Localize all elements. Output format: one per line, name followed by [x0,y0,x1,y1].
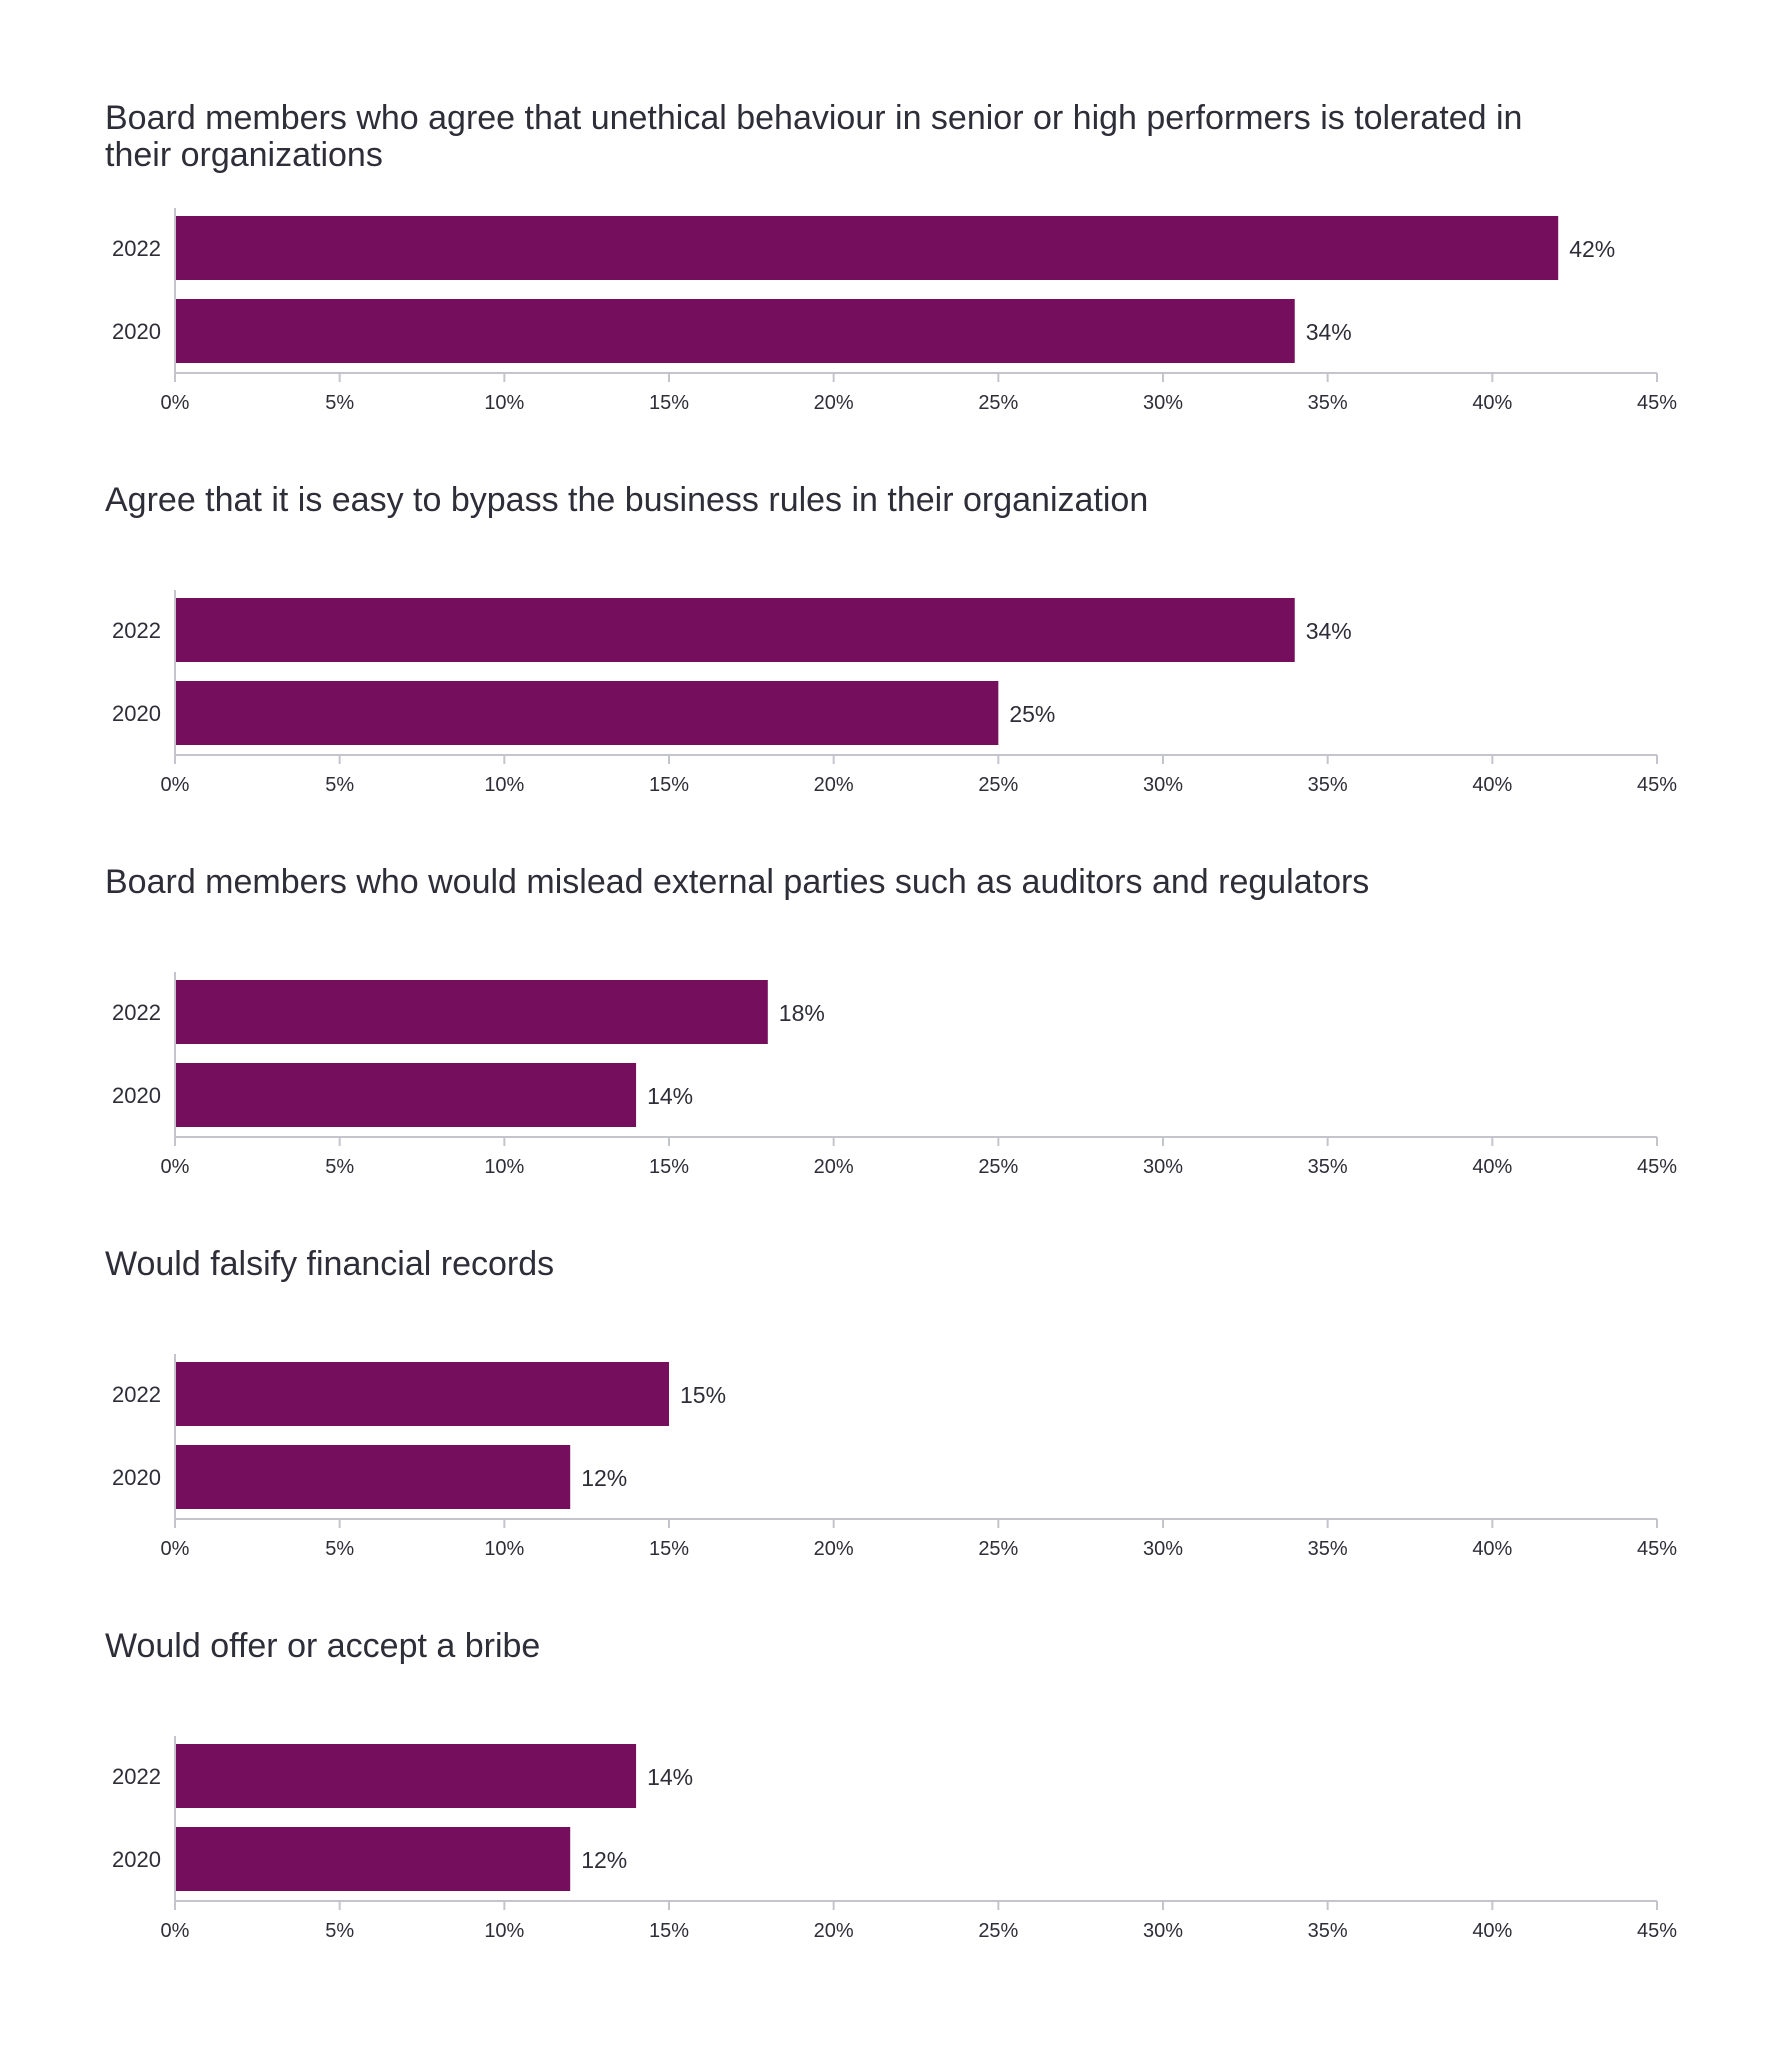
x-tick-label: 10% [484,1538,524,1560]
x-tick-label: 45% [1637,392,1677,414]
x-tick-label: 10% [484,774,524,796]
x-tick-label: 45% [1637,1920,1677,1942]
bar-2022 [176,1362,669,1426]
x-tick-label: 5% [325,1538,354,1560]
x-tick-label: 30% [1143,1920,1183,1942]
chart-title: Would falsify financial records [105,1245,555,1283]
category-label: 2022 [112,1382,161,1407]
bar-chart-4: 0% 5% 10% 15% 20% 25% 30% 35% 40% 45% 2022 15% 2020 1… [112,1354,1677,1560]
data-label: 12% [581,1465,627,1491]
data-label: 18% [779,1000,825,1026]
x-tick-label: 35% [1308,1538,1348,1560]
category-label: 2022 [112,236,161,261]
x-tick-label: 15% [649,774,689,796]
bar-chart-1: 0% 5% 10% 15% 20% 25% 30% 35% 40% 45% 2022 42% 2020 3… [112,208,1677,414]
chart-title: Agree that it is easy to bypass the busi… [105,481,1149,519]
x-tick-label: 35% [1308,392,1348,414]
x-tick-label: 40% [1472,392,1512,414]
bar-2020 [176,1827,571,1891]
chart-panel-5: Would offer or accept a bribe 0% 5% 10% 15%… [0,1628,1787,1968]
x-tick-label: 25% [978,1538,1018,1560]
bar-2022 [176,216,1559,280]
bar-2020 [176,1445,571,1509]
bar-2022 [176,1744,637,1808]
x-tick-label: 45% [1637,1538,1677,1560]
x-tick-label: 0% [161,1920,190,1942]
x-tick-label: 15% [649,392,689,414]
x-tick-label: 30% [1143,1156,1183,1178]
x-tick-label: 40% [1472,1920,1512,1942]
bar-2020 [176,681,999,745]
chart-panel-4: Would falsify financial records 0% 5% 10% 1… [0,1246,1787,1586]
x-tick-label: 35% [1308,1920,1348,1942]
x-tick-label: 25% [978,774,1018,796]
bar-2020 [176,299,1295,363]
category-label: 2020 [112,701,161,726]
chart-panel-2: Agree that it is easy to bypass the busi… [0,482,1787,822]
chart-panel-3: Board members who would mislead external… [0,864,1787,1204]
x-tick-label: 30% [1143,774,1183,796]
bar-chart-2: 0% 5% 10% 15% 20% 25% 30% 35% 40% 45% 2022 34% 2020 2… [112,590,1677,796]
chart-title: Board members who would mislead external… [105,863,1370,901]
x-tick-label: 15% [649,1156,689,1178]
x-tick-label: 30% [1143,392,1183,414]
x-tick-label: 40% [1472,1156,1512,1178]
category-label: 2020 [112,1465,161,1490]
x-tick-label: 0% [161,392,190,414]
data-label: 34% [1306,618,1352,644]
x-tick-label: 25% [978,392,1018,414]
category-label: 2022 [112,618,161,643]
chart-title: Would offer or accept a bribe [105,1627,541,1665]
x-tick-label: 5% [325,1920,354,1942]
x-tick-label: 40% [1472,774,1512,796]
bar-chart-5: 0% 5% 10% 15% 20% 25% 30% 35% 40% 45% 2022 14% 2020 1… [112,1736,1677,1942]
data-label: 15% [680,1382,726,1408]
data-label: 14% [647,1764,693,1790]
category-label: 2022 [112,1764,161,1789]
x-tick-label: 35% [1308,774,1348,796]
x-tick-label: 20% [814,1920,854,1942]
x-tick-label: 0% [161,774,190,796]
x-tick-label: 0% [161,1156,190,1178]
x-tick-label: 5% [325,1156,354,1178]
x-tick-label: 10% [484,392,524,414]
category-label: 2022 [112,1000,161,1025]
bar-2022 [176,980,768,1044]
bar-chart-3: 0% 5% 10% 15% 20% 25% 30% 35% 40% 45% 2022 18% 2020 1… [112,972,1677,1178]
x-tick-label: 25% [978,1156,1018,1178]
bar-2022 [176,598,1295,662]
x-tick-label: 20% [814,1538,854,1560]
x-tick-label: 45% [1637,1156,1677,1178]
x-tick-label: 15% [649,1538,689,1560]
x-tick-label: 0% [161,1538,190,1560]
chart-title: Board members who agree that unethical b… [105,99,1523,174]
x-tick-label: 20% [814,774,854,796]
x-tick-label: 45% [1637,774,1677,796]
x-tick-label: 10% [484,1156,524,1178]
x-tick-label: 15% [649,1920,689,1942]
bar-2020 [176,1063,637,1127]
x-tick-label: 40% [1472,1538,1512,1560]
chart-panel-1: Board members who agree that unethical b… [0,100,1787,440]
x-tick-label: 20% [814,392,854,414]
data-label: 34% [1306,319,1352,345]
x-tick-label: 20% [814,1156,854,1178]
x-tick-label: 30% [1143,1538,1183,1560]
x-tick-label: 25% [978,1920,1018,1942]
data-label: 14% [647,1083,693,1109]
data-label: 12% [581,1847,627,1873]
category-label: 2020 [112,319,161,344]
x-tick-label: 5% [325,392,354,414]
x-tick-label: 5% [325,774,354,796]
category-label: 2020 [112,1083,161,1108]
data-label: 42% [1569,236,1615,262]
category-label: 2020 [112,1847,161,1872]
data-label: 25% [1009,701,1055,727]
x-tick-label: 35% [1308,1156,1348,1178]
x-tick-label: 10% [484,1920,524,1942]
